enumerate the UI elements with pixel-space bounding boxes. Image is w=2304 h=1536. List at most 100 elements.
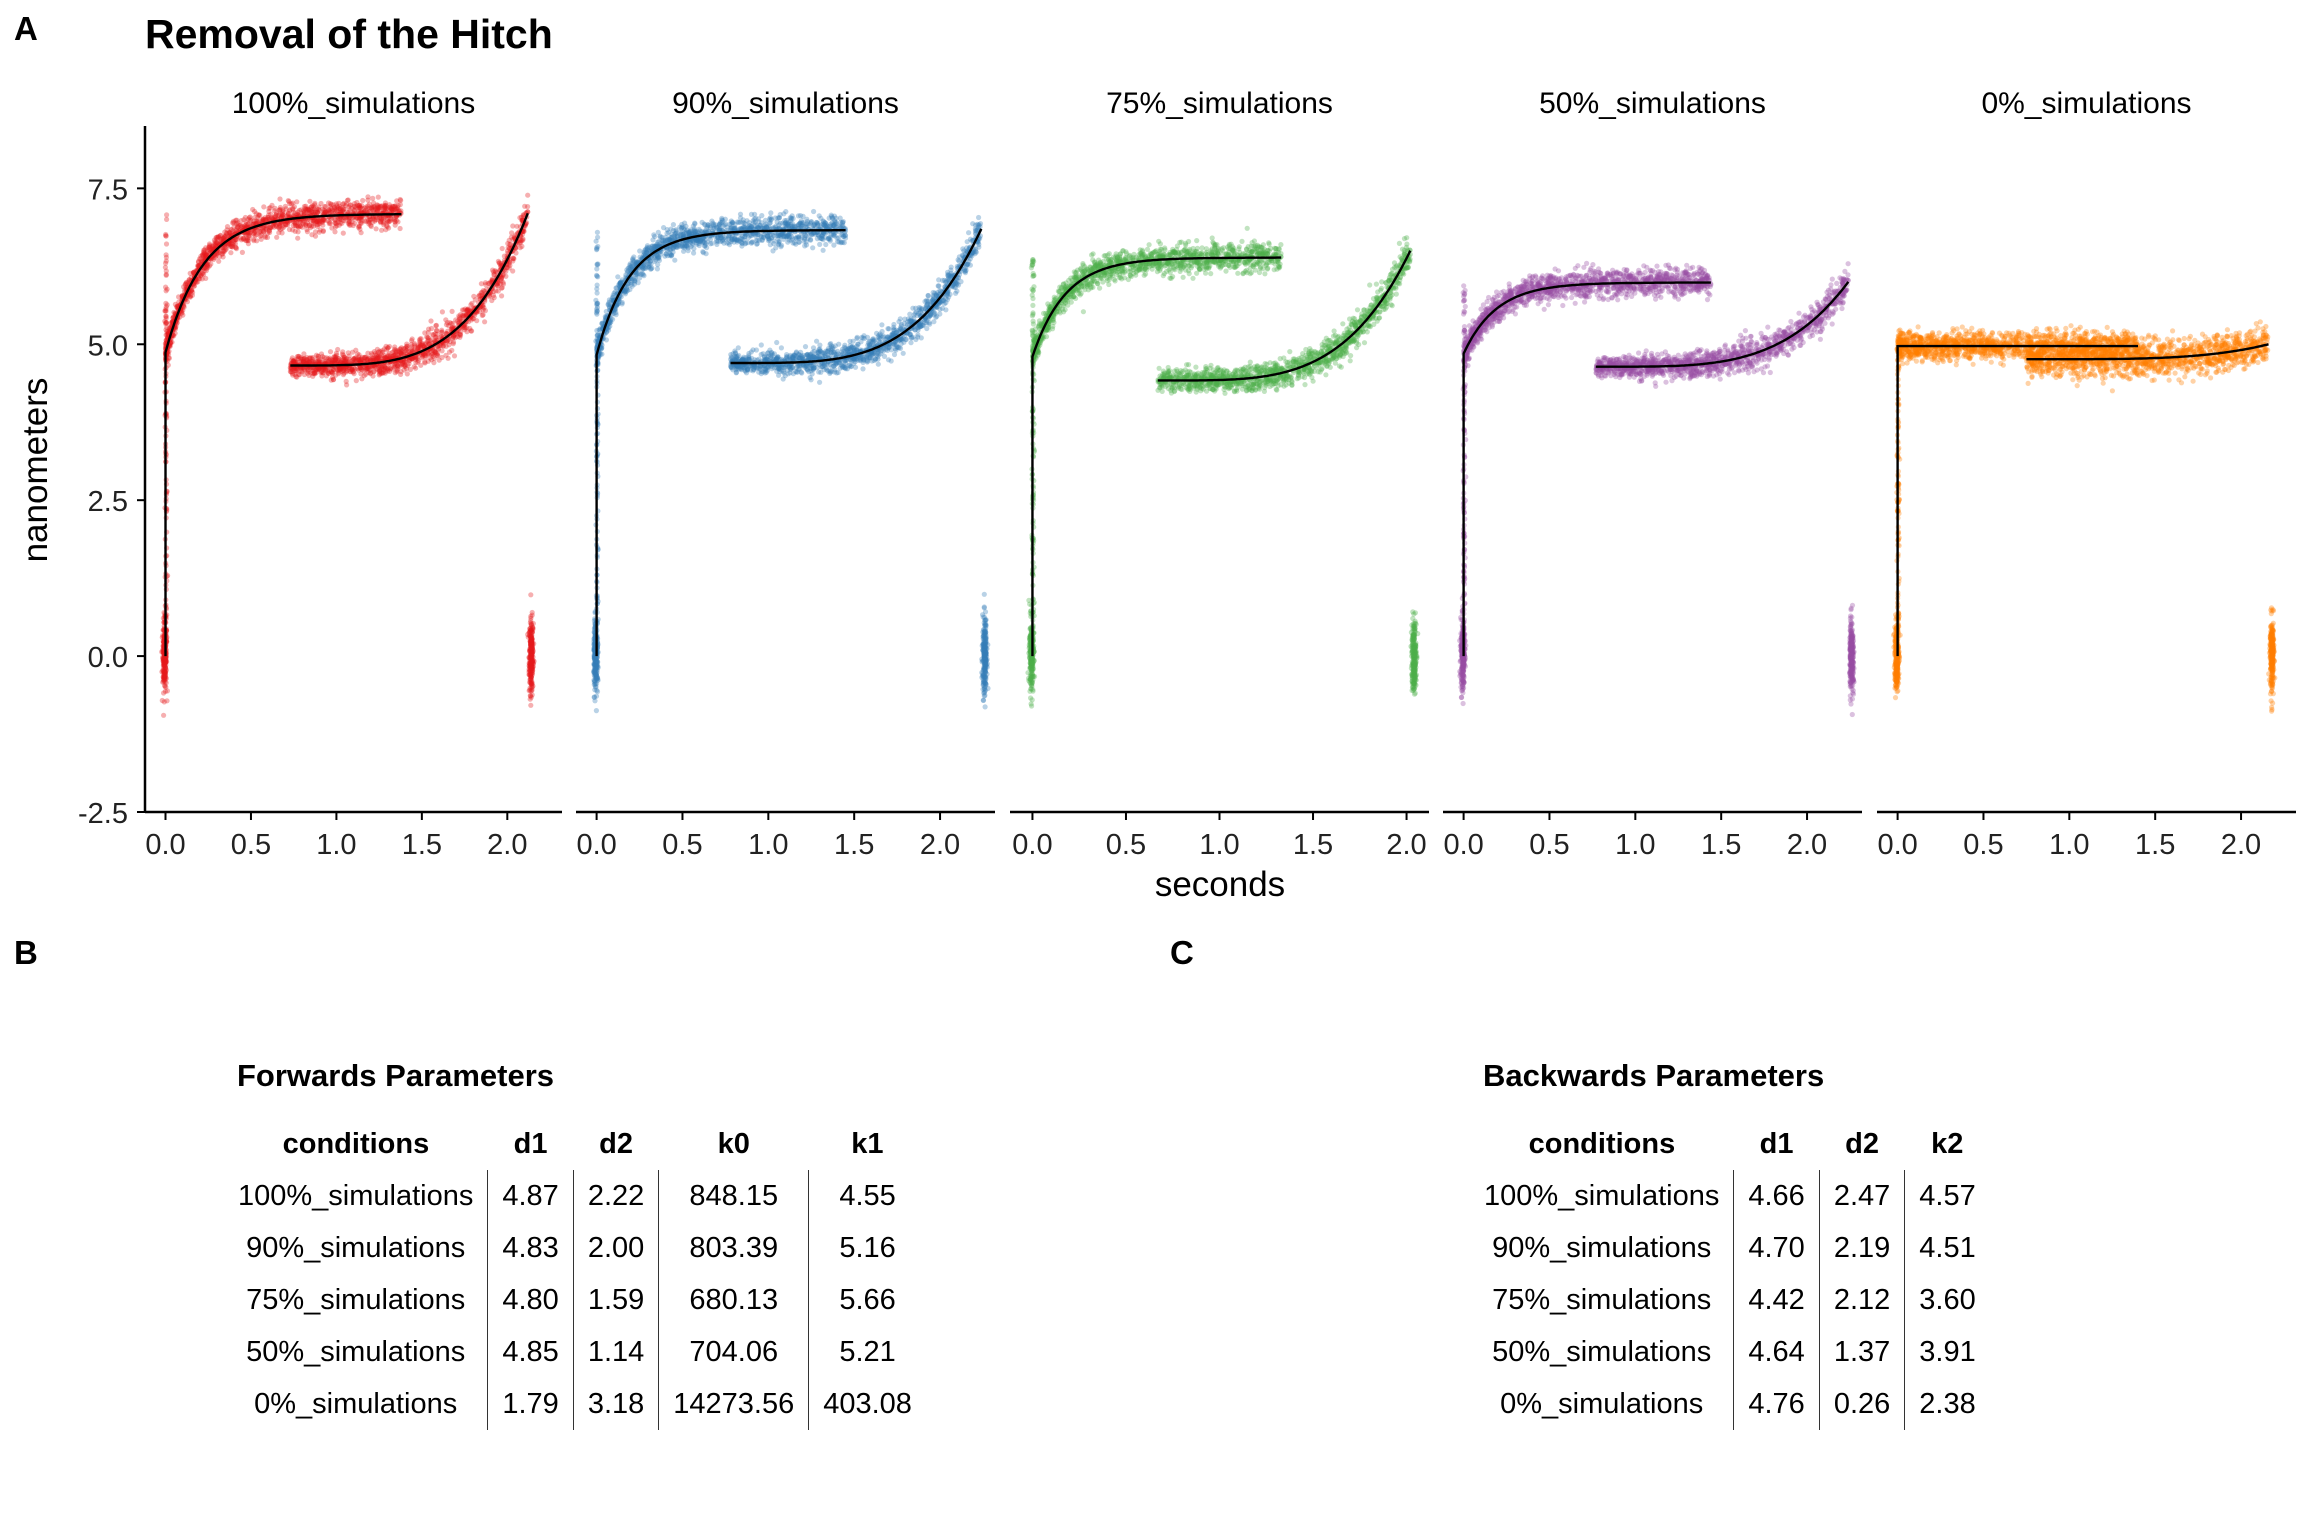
data-point <box>316 366 322 372</box>
data-point <box>160 649 166 655</box>
data-point <box>163 684 169 690</box>
data-point <box>381 215 387 221</box>
data-point <box>528 622 535 628</box>
data-point <box>594 245 600 251</box>
data-point <box>802 243 808 249</box>
data-point <box>529 636 536 642</box>
data-point <box>285 198 291 204</box>
data-point <box>266 212 272 218</box>
data-point <box>347 222 354 228</box>
data-point <box>527 638 533 644</box>
data-point <box>163 658 169 664</box>
data-point <box>527 620 534 626</box>
data-point <box>315 353 321 359</box>
data-point <box>594 266 600 272</box>
data-point <box>529 641 535 647</box>
data-point <box>401 363 407 369</box>
data-point <box>982 634 988 641</box>
data-point <box>163 252 169 258</box>
data-point <box>593 708 600 714</box>
data-point <box>162 660 168 666</box>
x-tick-label: 1.0 <box>316 829 356 861</box>
x-tick-label: 1.5 <box>402 829 442 861</box>
data-point <box>239 249 245 255</box>
data-point <box>223 245 229 251</box>
data-point <box>362 366 369 372</box>
data-point <box>439 309 445 315</box>
data-point <box>479 312 485 318</box>
data-point <box>449 325 455 331</box>
data-point <box>332 229 338 235</box>
data-point <box>529 679 535 686</box>
data-point <box>528 674 534 680</box>
data-point <box>319 218 325 224</box>
data-point <box>375 194 381 200</box>
data-point <box>529 655 535 661</box>
data-point <box>394 198 400 204</box>
data-point <box>327 208 333 215</box>
data-point <box>472 297 478 303</box>
data-point <box>264 234 271 240</box>
data-point <box>835 239 841 245</box>
data-point <box>431 360 437 366</box>
data-point <box>312 219 318 225</box>
data-point <box>304 229 310 235</box>
data-point <box>343 378 349 384</box>
data-point <box>163 271 169 278</box>
data-point <box>398 371 404 377</box>
data-point <box>161 677 167 684</box>
data-point <box>163 657 169 663</box>
data-point <box>980 673 986 680</box>
data-point <box>162 665 169 671</box>
data-point <box>593 238 599 244</box>
data-point <box>160 679 166 685</box>
data-point <box>368 350 375 356</box>
x-tick-label: 2.0 <box>487 829 527 861</box>
data-point <box>267 229 273 236</box>
data-point <box>295 235 301 241</box>
data-point <box>592 684 599 690</box>
data-point <box>214 236 220 242</box>
data-point <box>241 236 247 242</box>
data-point <box>385 345 391 351</box>
data-point <box>594 308 600 314</box>
data-point <box>291 204 297 210</box>
data-point <box>247 214 253 220</box>
data-point <box>417 341 423 347</box>
facet-strip-label: 90%_simulations <box>672 87 899 120</box>
data-point <box>527 664 534 670</box>
data-point <box>418 362 424 368</box>
data-point <box>160 643 166 649</box>
data-point <box>529 642 535 649</box>
data-point <box>443 322 450 328</box>
data-point <box>981 693 987 699</box>
data-point <box>163 668 169 674</box>
data-point <box>357 226 363 232</box>
data-point <box>528 592 534 598</box>
data-point <box>234 217 240 223</box>
data-point <box>390 353 396 359</box>
data-point <box>528 688 534 694</box>
data-point <box>794 234 800 240</box>
data-point <box>982 704 988 710</box>
data-point <box>269 202 275 208</box>
data-point <box>529 633 535 640</box>
data-point <box>827 238 833 244</box>
data-point <box>404 371 410 377</box>
data-point <box>529 658 535 665</box>
data-point <box>528 636 534 642</box>
data-point <box>423 340 429 346</box>
data-point <box>529 671 536 678</box>
x-tick-label: 1.5 <box>834 829 874 861</box>
data-point <box>356 203 362 209</box>
data-point <box>159 697 165 704</box>
data-point <box>301 218 307 224</box>
data-point <box>527 638 534 644</box>
data-point <box>528 644 534 650</box>
data-point <box>160 656 167 662</box>
data-point <box>528 629 534 635</box>
data-point <box>370 369 377 375</box>
data-point <box>162 688 168 695</box>
data-point <box>699 219 705 225</box>
chart-title: Removal of the Hitch <box>145 11 553 57</box>
